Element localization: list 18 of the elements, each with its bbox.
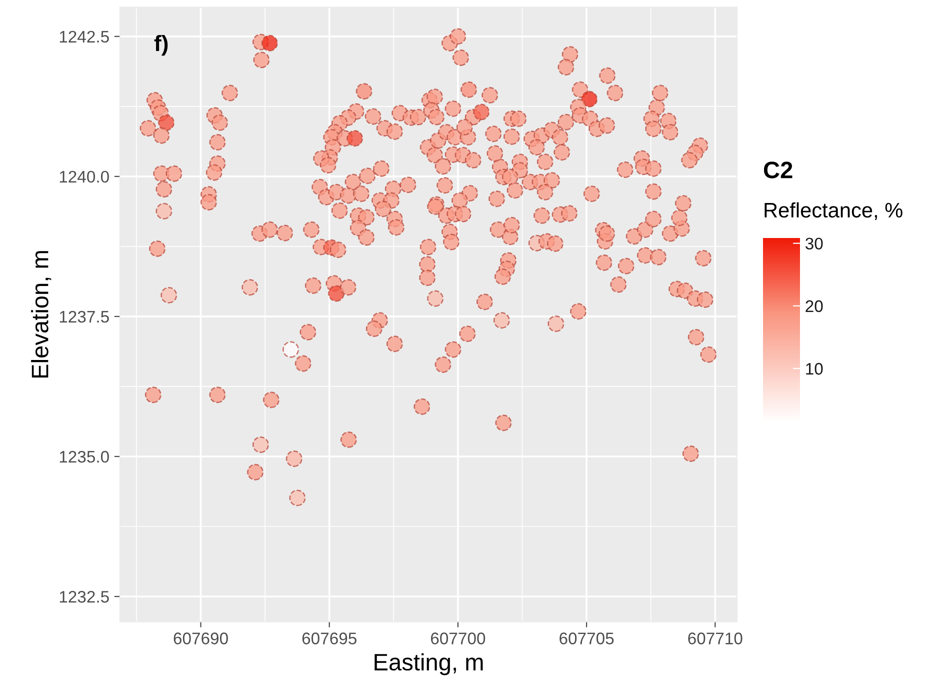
x-tick-label: 607700: [430, 632, 486, 644]
x-tick-label: 607695: [302, 632, 356, 644]
y-tick-label: 1242.5: [60, 30, 109, 43]
color-bar-title: Reflectance, %: [764, 202, 902, 220]
color-bar-label: 30: [805, 238, 823, 250]
x-axis-title: Easting, m: [374, 653, 483, 676]
y-tick-label: 1237.5: [60, 310, 109, 323]
legend-title: C2: [764, 162, 792, 178]
x-tick-label: 607705: [560, 632, 614, 644]
y-tick-label: 1235.0: [60, 450, 109, 463]
x-tick-label: 607690: [174, 632, 228, 644]
y-tick-label: 1240.0: [60, 170, 109, 183]
color-bar-label: 20: [806, 300, 823, 312]
color-bar-label: 10: [806, 362, 823, 375]
y-axis-title: Elevation, m: [31, 251, 52, 378]
y-tick-label: 1232.5: [60, 590, 109, 603]
text: f): [154, 34, 168, 56]
x-tick-label: 607710: [688, 632, 742, 644]
